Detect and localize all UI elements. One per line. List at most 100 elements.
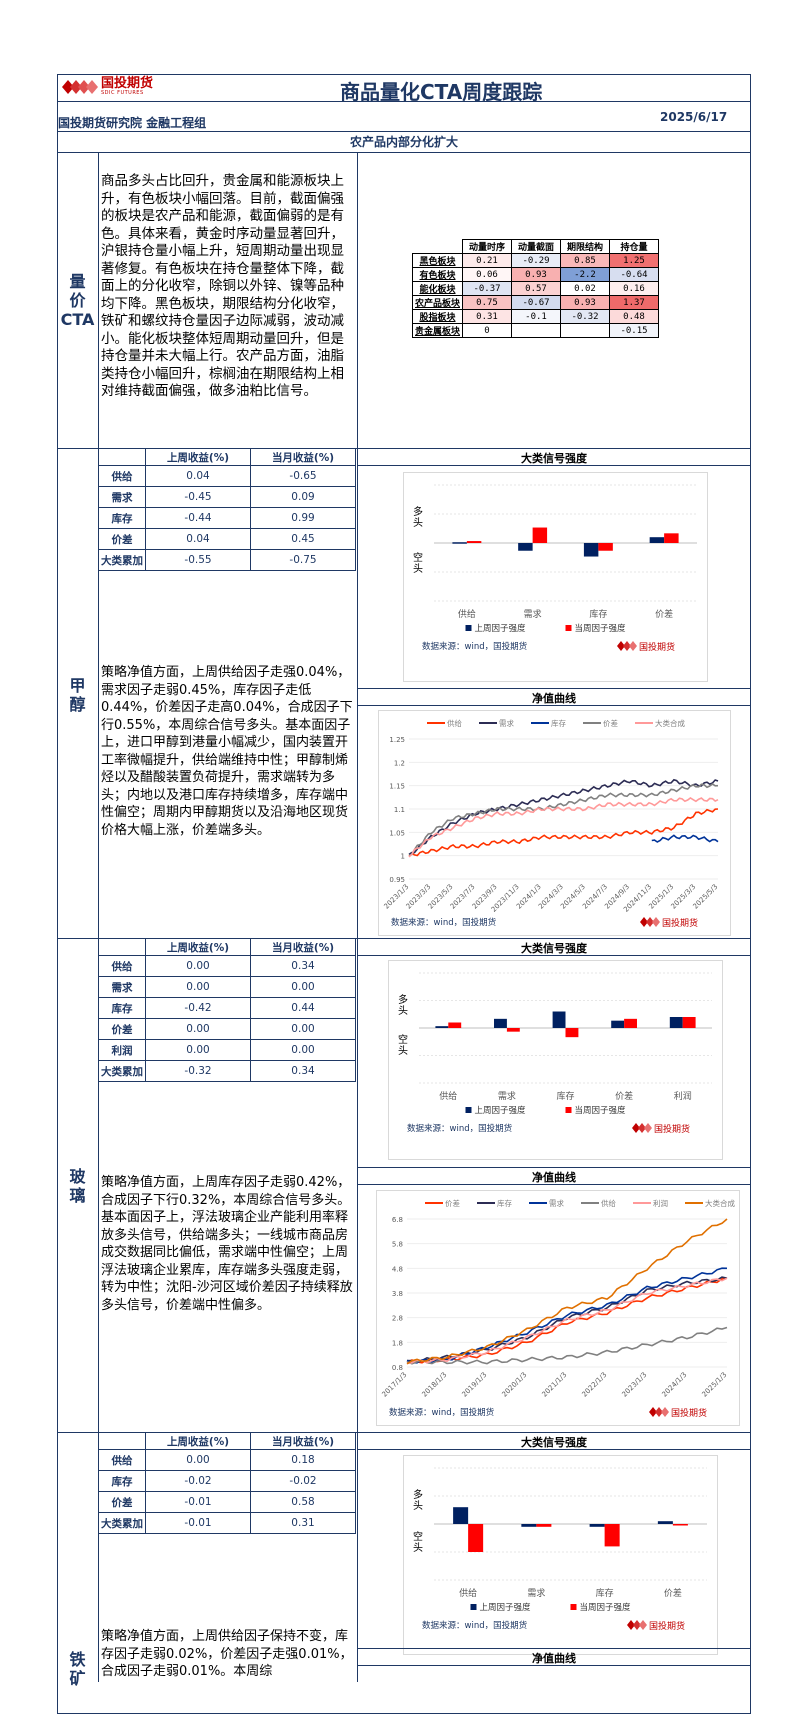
table-row: 价差 -0.01 0.58: [98, 1491, 356, 1513]
report-date: 2025/6/17: [660, 110, 728, 124]
bar-current-2: [598, 543, 613, 551]
bar-current-0: [448, 1022, 462, 1028]
heat-cell: -0.15: [609, 323, 660, 338]
axis-word-short: 空: [413, 551, 423, 564]
bar-last-4: [669, 1017, 683, 1028]
axis-word-long: 头: [413, 1500, 423, 1512]
factor-name: 需求: [98, 486, 146, 508]
this-month-return: 0.34: [250, 955, 356, 977]
bar-current-3: [624, 1018, 637, 1028]
heat-header: 动量时序: [462, 239, 513, 254]
this-month-return: 0.34: [250, 1060, 356, 1082]
series-line-5: [406, 1218, 728, 1365]
factor-name: 大类累加: [98, 1512, 146, 1534]
methanol-nav-chart: 0.95 1 1.05 1.1 1.15 1.2 1.25 2023/1/3 2023/3/3 2…: [378, 710, 731, 936]
heat-cell: -0.32: [560, 309, 611, 324]
bar-current-3: [672, 1524, 688, 1526]
iron-signal-chart: 供给 需求 库存 价差多头空头上周因子强度 当周因子强度 数据来源：wind，国投期货 国投…: [403, 1455, 718, 1655]
y-tick-label: 1: [401, 853, 405, 861]
series-line-3: [408, 783, 719, 857]
logo-text: 国投期货: [101, 76, 154, 91]
last-week-return: 0.04: [145, 528, 251, 550]
bar-current-1: [506, 1028, 520, 1032]
glass-nav-title: 净值曲线: [532, 1171, 576, 1184]
x-tick-label: 利润: [674, 1090, 692, 1102]
axis-word-long: 多: [413, 505, 423, 518]
bar-last-1: [521, 1524, 537, 1527]
legend-label: 需求: [499, 718, 514, 728]
factor-name: 利润: [98, 1039, 146, 1061]
source-note: 数据来源：wind，国投期货: [391, 917, 497, 928]
heat-cell: 0: [462, 323, 513, 338]
heat-row-label: 能化板块: [411, 281, 464, 296]
legend-label: 利润: [653, 1198, 668, 1208]
heat-row: 黑色板块 0.21 -0.29 0.85 1.25: [411, 253, 660, 268]
legend-swatch-current: [565, 625, 572, 631]
logo-text-small: 国投期货: [649, 1620, 685, 1632]
heat-row-label: 黑色板块: [411, 253, 464, 268]
heat-cell: [560, 323, 611, 338]
axis-word-short: 空: [413, 1530, 423, 1543]
table-row: 大类累加 -0.01 0.31: [98, 1512, 356, 1534]
y-tick-label: 4.8: [392, 1265, 403, 1273]
report-subtitle: 农产品内部分化扩大: [349, 135, 458, 149]
col-last-week: 上周收益(%): [145, 1432, 251, 1450]
glass-nav-chart: 0.8 1.8 2.8 3.8 4.8 5.8 6.8 2017/1/3 2018/1/3 201…: [376, 1190, 740, 1426]
glass-label: 玻 璃: [69, 1167, 86, 1205]
report-title: 商品量化CTA周度跟踪: [340, 80, 543, 104]
source-note: 数据来源：wind，国投期货: [389, 1407, 495, 1418]
heat-cell: 0.16: [609, 281, 660, 296]
legend-swatch-last: [470, 1604, 477, 1610]
bar-last-0: [435, 1026, 449, 1028]
logo-mark-icon: [617, 641, 637, 651]
factor-name: 需求: [98, 976, 146, 998]
heat-cell: -0.67: [511, 295, 562, 310]
heat-row-label: 贵金属板块: [411, 323, 464, 338]
bar-last-2: [552, 1011, 566, 1028]
iron-label: 铁 矿: [69, 1650, 86, 1688]
heat-cell: 1.25: [609, 253, 660, 268]
axis-word-long: 头: [398, 1005, 408, 1017]
this-month-return: -0.65: [250, 465, 356, 487]
heat-cell: -0.29: [511, 253, 562, 268]
heat-row: 股指板块 0.31 -0.1 -0.32 0.48: [411, 309, 660, 324]
col-last-week: 上周收益(%): [145, 938, 251, 956]
heat-cell: 0.02: [560, 281, 611, 296]
factor-name: 价差: [98, 1491, 146, 1513]
logo-text-small: 国投期货: [671, 1407, 707, 1419]
glass-signal-chart: 供给 需求 库存 价差 利润多头空头上周因子强度 当周因子强度 数据来源：wind，国投期货…: [388, 960, 723, 1160]
table-row: 利润 0.00 0.00: [98, 1039, 356, 1061]
table-row: 库存 -0.02 -0.02: [98, 1470, 356, 1492]
legend-swatch-current: [570, 1604, 577, 1610]
last-week-return: 0.00: [145, 1039, 251, 1061]
heat-cell: -2.2: [560, 267, 611, 282]
iron-summary: 策略净值方面，上周供给因子保持不变，库存因子走弱0.02%，价差因子走强0.01…: [101, 1629, 353, 1679]
axis-word-long: 多: [413, 1488, 423, 1501]
legend-last: 上周因子强度: [475, 623, 527, 634]
bar-last-1: [494, 1018, 507, 1028]
heat-row: 能化板块 -0.37 0.57 0.02 0.16: [411, 281, 660, 296]
this-month-return: 0.09: [250, 486, 356, 508]
x-tick-label: 2018/1/3: [421, 1371, 449, 1399]
glass-summary: 策略净值方面，上周库存因子走弱0.42%，合成因子下行0.32%，本周综合信号多…: [101, 1175, 353, 1313]
col-this-month: 当月收益(%): [250, 448, 356, 466]
bar-last-2: [583, 543, 599, 557]
legend-last: 上周因子强度: [475, 1105, 527, 1116]
x-tick-label: 2019/1/3: [461, 1371, 489, 1399]
factor-name: 库存: [98, 1470, 146, 1492]
methanol-returns-table: 上周收益(%) 当月收益(%) 供给 0.04 -0.65 需求 -0.45 0.09 库存…: [98, 448, 356, 571]
iron-nav-title: 净值曲线: [532, 1652, 576, 1665]
glass-signal-title: 大类信号强度: [521, 942, 587, 955]
y-tick-label: 1.25: [389, 736, 405, 744]
last-week-return: 0.00: [145, 955, 251, 977]
this-month-return: 0.31: [250, 1512, 356, 1534]
series-line-4: [408, 797, 719, 858]
bar-last-0: [452, 542, 467, 544]
y-tick-label: 0.95: [389, 876, 405, 884]
this-month-return: 0.99: [250, 507, 356, 529]
methanol-signal-title: 大类信号强度: [521, 452, 587, 465]
x-tick-label: 2020/1/3: [501, 1371, 529, 1399]
legend-label: 大类合成: [705, 1198, 735, 1208]
this-month-return: 0.18: [250, 1449, 356, 1471]
last-week-return: -0.32: [145, 1060, 251, 1082]
